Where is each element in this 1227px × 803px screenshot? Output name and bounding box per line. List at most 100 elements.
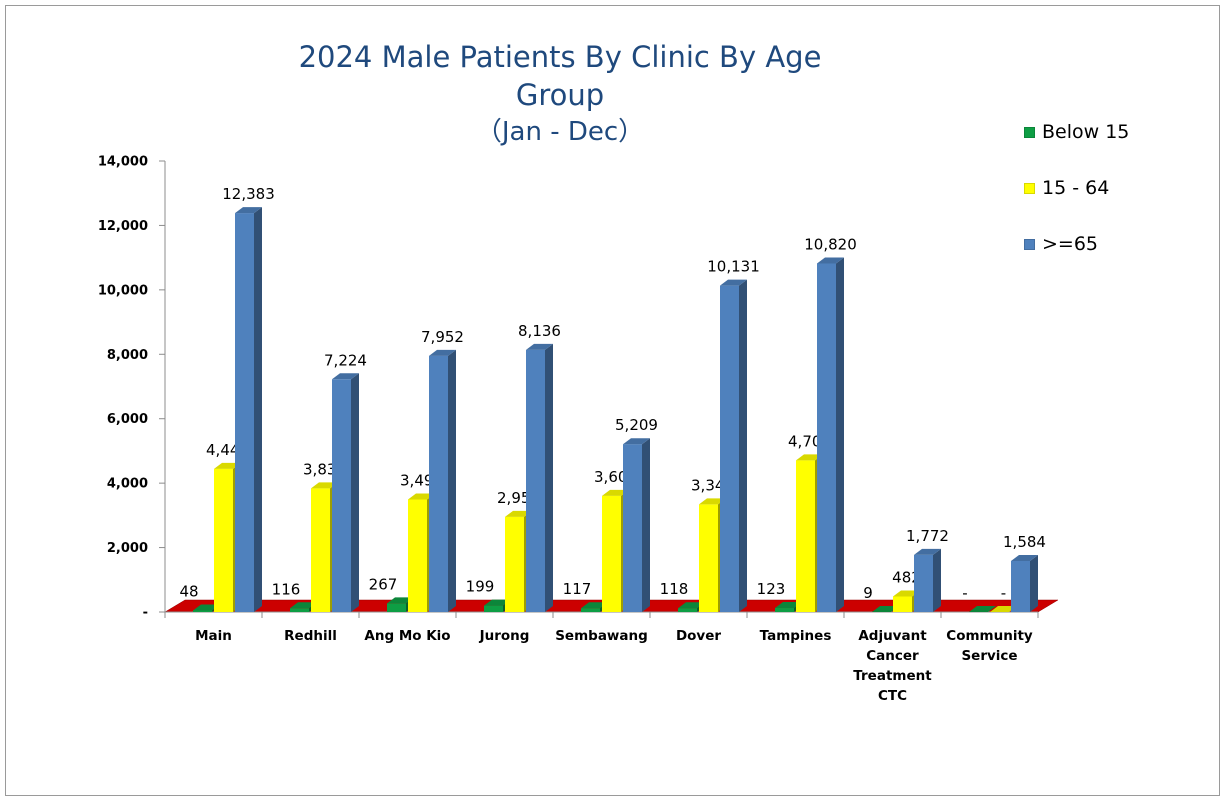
bar-15-64-jurong <box>505 516 524 612</box>
bar-below-15-ang-mo-kio <box>387 603 406 612</box>
data-label-15-64-adjuvant-cancer-treatment-ctc: 482 <box>892 568 921 586</box>
bar-below-15-sembawang <box>581 608 600 612</box>
chart-subtitle: （Jan - Dec） <box>475 116 645 147</box>
bar-15-64-sembawang <box>602 495 621 612</box>
bar-65-plus-adjuvant-cancer-treatment-ctc <box>914 554 933 612</box>
y-tick-label: 14,000 <box>98 155 148 170</box>
data-label-65-plus-dover: 10,131 <box>707 258 760 276</box>
legend-swatch-65-plus <box>1024 238 1035 250</box>
bar-65-plus-ang-mo-kio <box>429 355 448 612</box>
x-tick-label: Sembawang <box>555 628 648 644</box>
bar-65-plus-adjuvant-cancer-treatment-ctc-top <box>914 548 941 555</box>
data-label-below-15-ang-mo-kio: 267 <box>369 575 398 593</box>
bar-65-plus-ang-mo-kio-side <box>448 349 456 612</box>
bar-below-15-adjuvant-cancer-treatment-ctc <box>872 606 899 612</box>
bar-group-adjuvant-cancer-treatment-ctc: 9 482 1,772 <box>863 527 949 612</box>
bar-15-64-dover <box>699 504 718 612</box>
data-label-65-plus-jurong: 8,136 <box>518 322 561 340</box>
legend-swatch-15-64 <box>1024 182 1035 194</box>
x-tick-label: Dover <box>676 628 721 644</box>
bar-65-plus-community-service-top <box>1011 554 1038 561</box>
legend-label-65-plus: >=65 <box>1042 233 1099 255</box>
legend-item-below-15: Below 15 <box>1024 104 1204 160</box>
legend-item-65-plus: >=65 <box>1024 216 1204 272</box>
legend-swatch-below-15 <box>1024 126 1035 138</box>
x-tick-label: Service <box>961 648 1017 664</box>
bar-below-15-community-service <box>969 606 996 612</box>
bar-below-15-main-top <box>193 604 220 611</box>
chart-title-block: 2024 Male Patients By Clinic By Age Grou… <box>250 38 870 149</box>
bar-below-15-redhill-top <box>290 602 317 609</box>
bar-65-plus-sembawang-side <box>642 438 650 612</box>
bar-15-64-sembawang-top <box>602 489 629 496</box>
x-tick-label: Community <box>946 628 1033 644</box>
bar-65-plus-sembawang <box>623 444 642 612</box>
bar-15-64-adjuvant-cancer-treatment-ctc <box>893 596 912 612</box>
bar-65-plus-ang-mo-kio-top <box>429 349 456 356</box>
bar-65-plus-jurong <box>526 349 545 612</box>
bar-65-plus-dover-side <box>739 279 747 612</box>
bar-15-64-main-top <box>214 462 241 469</box>
data-label-65-plus-tampines: 10,820 <box>804 235 857 253</box>
data-label-65-plus-ang-mo-kio: 7,952 <box>421 328 464 346</box>
x-tick-label: Redhill <box>284 628 337 644</box>
bar-below-15-jurong-top <box>484 599 511 606</box>
bar-65-plus-main-top <box>235 207 262 214</box>
bar-65-plus-tampines <box>817 263 836 612</box>
bar-below-15-ang-mo-kio-top <box>387 597 414 604</box>
x-tick-label: Tampines <box>760 628 832 644</box>
data-label-65-plus-main: 12,383 <box>222 185 275 203</box>
bar-below-15-jurong <box>484 605 503 612</box>
x-tick-label: Adjuvant <box>858 628 927 644</box>
y-tick-label: 6,000 <box>107 412 148 427</box>
bar-15-64-dover-top <box>699 498 726 505</box>
bar-65-plus-main-side <box>254 207 262 612</box>
data-label-below-15-redhill: 116 <box>272 580 301 598</box>
data-label-below-15-community-service: - <box>962 584 967 602</box>
chart-frame <box>5 5 1220 796</box>
y-tick-label: 12,000 <box>98 219 148 234</box>
data-label-below-15-jurong: 199 <box>466 578 495 596</box>
bar-below-15-dover-top <box>678 602 705 609</box>
bar-65-plus-redhill-top <box>332 373 359 380</box>
legend-label-15-64: 15 - 64 <box>1042 177 1110 199</box>
bar-65-plus-tampines-top <box>817 257 844 264</box>
bar-below-15-sembawang-top <box>581 602 608 609</box>
bar-15-64-jurong-top <box>505 510 532 517</box>
data-label-below-15-tampines: 123 <box>757 580 786 598</box>
bar-65-plus-redhill <box>332 379 351 612</box>
chart-legend: Below 15 15 - 64 >=65 <box>1024 104 1204 272</box>
bar-15-64-ang-mo-kio <box>408 499 427 612</box>
data-label-65-plus-adjuvant-cancer-treatment-ctc: 1,772 <box>906 527 949 545</box>
x-tick-label: Ang Mo Kio <box>364 628 450 644</box>
bar-15-64-tampines <box>796 460 815 612</box>
legend-item-15-64: 15 - 64 <box>1024 160 1204 216</box>
bar-15-64-redhill-top <box>311 482 338 489</box>
x-tick-label: Main <box>195 628 232 644</box>
x-tick-label: Treatment <box>853 668 932 684</box>
bar-group-community-service: - - 1,584 <box>962 533 1046 612</box>
bar-65-plus-community-service <box>1011 560 1030 612</box>
bar-65-plus-redhill-side <box>351 373 359 612</box>
bar-15-64-tampines-top <box>796 454 823 461</box>
bar-65-plus-dover-top <box>720 279 747 286</box>
bar-15-64-community-service <box>990 606 1017 612</box>
data-label-below-15-adjuvant-cancer-treatment-ctc: 9 <box>863 584 873 602</box>
bar-65-plus-jurong-side <box>545 343 553 612</box>
bar-65-plus-dover <box>720 285 739 612</box>
data-label-below-15-main: 48 <box>179 582 198 600</box>
bar-15-64-adjuvant-cancer-treatment-ctc-top <box>893 590 920 597</box>
y-tick-label: 4,000 <box>107 477 148 492</box>
legend-label-below-15: Below 15 <box>1042 121 1130 143</box>
data-label-65-plus-sembawang: 5,209 <box>615 416 658 434</box>
bar-65-plus-community-service-side <box>1030 554 1038 612</box>
bar-below-15-main <box>193 610 212 612</box>
